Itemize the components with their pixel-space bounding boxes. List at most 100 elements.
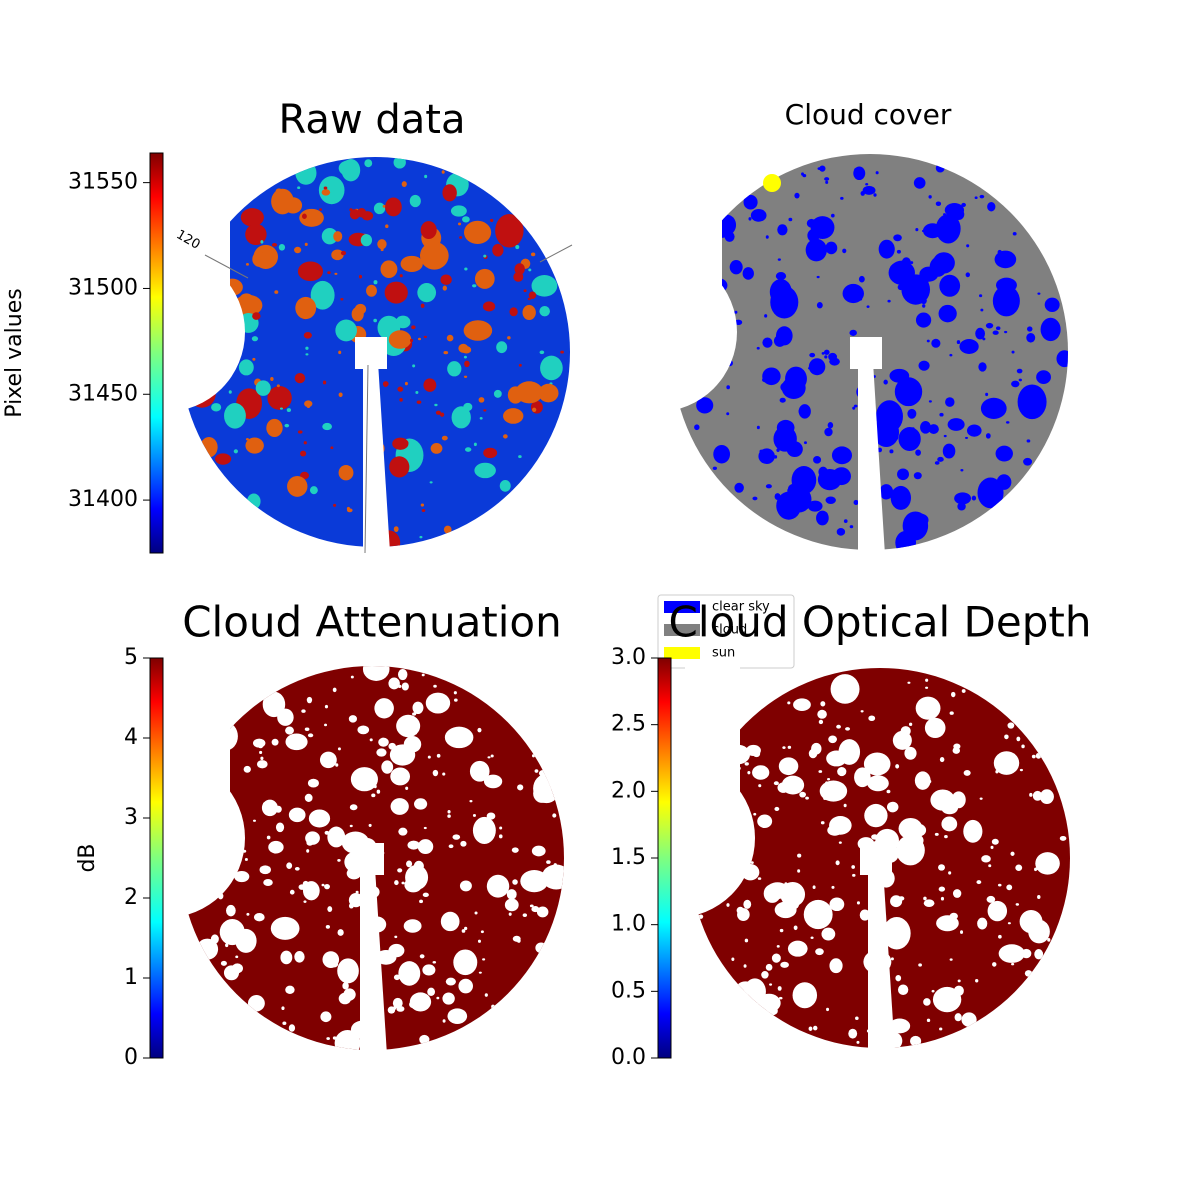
blob (303, 331, 312, 339)
blob (256, 760, 268, 769)
blob (463, 320, 493, 341)
mask-slit (363, 362, 390, 552)
blob (322, 951, 340, 968)
blob (934, 461, 940, 465)
blob (736, 906, 745, 914)
blob (818, 770, 823, 773)
blob (451, 406, 471, 429)
blob (935, 201, 942, 207)
blob (950, 691, 956, 698)
blob (388, 677, 400, 690)
blob (949, 353, 953, 357)
blob (376, 789, 381, 794)
blob (901, 257, 911, 268)
blob (324, 830, 330, 835)
blob (531, 845, 546, 857)
blob (383, 384, 388, 388)
blob (845, 727, 851, 731)
blob (997, 249, 1002, 255)
blob (285, 733, 308, 751)
blob (444, 726, 474, 749)
blob (696, 397, 714, 414)
blob (357, 725, 370, 735)
blob (245, 223, 267, 246)
blob (935, 213, 961, 244)
blob (499, 826, 503, 830)
blob (407, 840, 420, 850)
blob (794, 192, 800, 199)
blob (439, 412, 445, 417)
colorbar-tick-label: 31550 (68, 170, 138, 195)
blob (915, 228, 919, 232)
blob (939, 1027, 943, 1031)
blob (399, 274, 403, 278)
blob (255, 380, 271, 396)
blob (294, 373, 306, 384)
blob (474, 268, 495, 289)
blob (961, 1012, 977, 1027)
blob (423, 826, 427, 830)
blob (535, 942, 547, 954)
blob (401, 682, 409, 691)
blob (490, 754, 494, 758)
blob (297, 261, 323, 282)
blob (539, 306, 550, 317)
blob (1010, 851, 1015, 856)
blob (260, 756, 264, 761)
blob (960, 469, 964, 472)
blob (809, 352, 816, 358)
blob (961, 689, 966, 693)
blob (827, 422, 834, 429)
legend-label: clear sky (712, 600, 770, 615)
blob (538, 383, 559, 403)
blob (1034, 406, 1038, 409)
blob (508, 912, 512, 916)
blob (434, 403, 438, 407)
colorbar-tick-label: 1 (124, 965, 138, 990)
blob (764, 314, 768, 318)
blob (1035, 752, 1042, 759)
blob (827, 778, 831, 781)
blob (979, 194, 985, 199)
blob (514, 263, 525, 275)
blob (238, 359, 254, 376)
legend-label: cloud (712, 623, 747, 638)
blob (420, 303, 425, 308)
blob (998, 944, 1025, 963)
blob (1017, 384, 1047, 420)
blob (873, 417, 900, 448)
mask-square (355, 337, 387, 369)
blob (289, 889, 295, 895)
blob (939, 274, 961, 297)
blob (244, 858, 248, 861)
blob (937, 456, 944, 462)
blob (252, 357, 256, 361)
blob (807, 228, 820, 243)
blob (923, 896, 927, 901)
blob (825, 781, 829, 786)
blob (493, 389, 502, 398)
blob (333, 503, 337, 507)
blob (225, 943, 229, 948)
blob (890, 485, 912, 510)
blob (915, 449, 921, 456)
blob (310, 280, 335, 310)
blob (757, 814, 773, 829)
blob (268, 840, 284, 854)
blob (442, 772, 446, 776)
blob (788, 217, 793, 222)
blob (338, 392, 343, 398)
blob (506, 889, 517, 900)
blob (858, 296, 863, 301)
blob (925, 678, 929, 682)
blob (1016, 736, 1021, 742)
blob (412, 364, 416, 368)
blob (392, 437, 409, 450)
blob (405, 786, 409, 791)
sky-image (85, 152, 570, 552)
blob (818, 719, 824, 725)
blob (821, 927, 836, 941)
blob (323, 186, 328, 190)
blob (928, 424, 939, 434)
